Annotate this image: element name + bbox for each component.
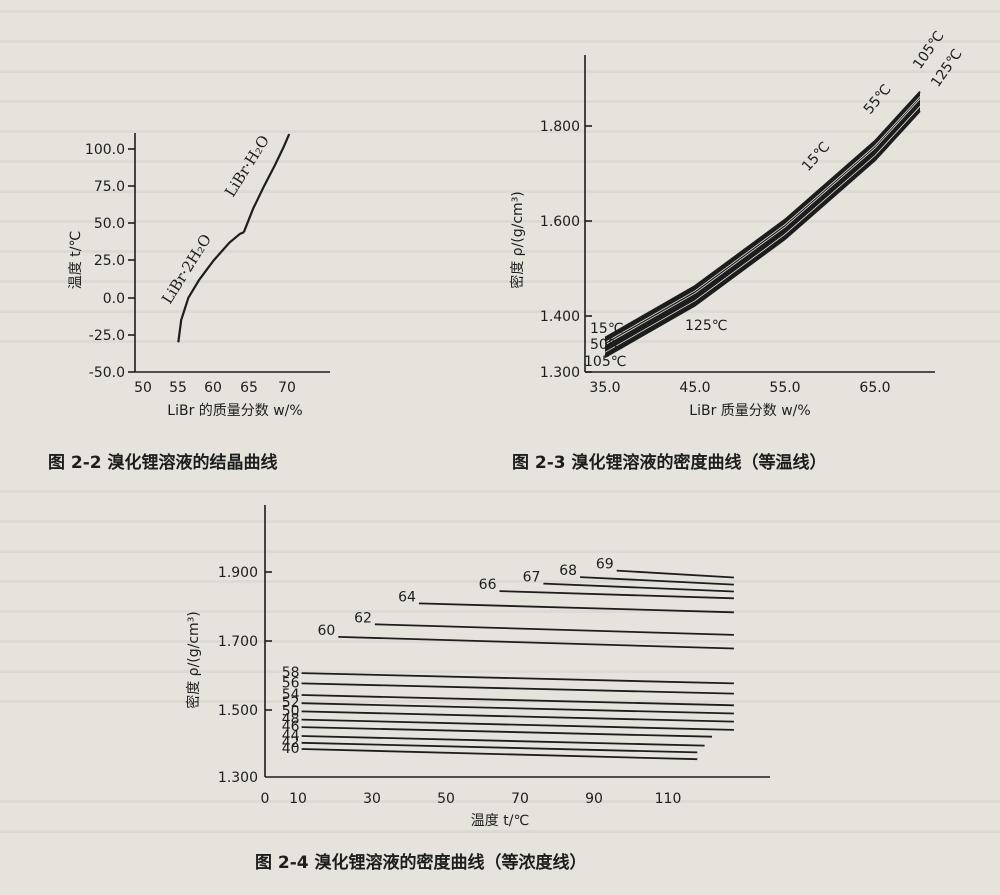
fig24-ytick-label: 1.300	[218, 770, 258, 786]
fig22-ytick-label: 75.0	[94, 179, 125, 195]
fig24-line-56	[301, 682, 734, 695]
fig24-line-label-62: 62	[354, 610, 372, 626]
fig23-ytick-label: 1.300	[540, 365, 580, 381]
fig23-ytick-label: 1.600	[540, 214, 580, 230]
fig24-line-69	[616, 569, 734, 579]
fig24-line-52	[301, 702, 734, 715]
fig23-xtick-label: 55.0	[769, 380, 800, 396]
fig24-line-label-68: 68	[559, 563, 577, 579]
fig24-line-label-50: 50	[282, 703, 300, 719]
fig24-line-67	[543, 582, 734, 593]
fig24-line-60	[338, 636, 734, 650]
fig23-ytick-label: 1.800	[540, 119, 580, 135]
fig22-ytick-label: 100.0	[85, 142, 125, 158]
fig23-x-axis-label: LiBr 质量分数 w/%	[689, 403, 810, 419]
fig23-isotherm-band	[605, 91, 920, 358]
fig23-label-105-left: 105℃	[584, 354, 626, 370]
fig24-line-label-42: 42	[282, 735, 300, 751]
fig23-isotherm-125	[604, 110, 921, 358]
fig23-xtick-label: 65.0	[859, 380, 890, 396]
fig24-line-64	[418, 602, 734, 614]
fig22-xtick-label: 60	[204, 380, 222, 396]
fig24-line-66	[499, 590, 734, 600]
fig23-xtick-label: 35.0	[589, 380, 620, 396]
figure-2-4: 1.900 1.700 1.500 1.300 0 10 30 50 70 90…	[185, 505, 770, 873]
fig23-label-15-right: 15℃	[799, 139, 833, 175]
fig24-line-label-67: 67	[523, 570, 541, 586]
fig22-y-axis-label: 温度 t/℃	[68, 231, 84, 289]
fig23-label-50-left: 50℃	[590, 337, 624, 353]
fig24-y-axis-label: 密度 ρ/(g/cm³)	[185, 611, 202, 709]
fig24-line-label-46: 46	[282, 719, 300, 735]
figure-2-3: 1.800 1.600 1.400 1.300 35.0 45.0 55.0 6…	[509, 28, 966, 473]
fig24-line-label-48: 48	[282, 712, 300, 728]
figure-2-2: 100.0 75.0 50.0 25.0 0.0 -25.0 -50.0 50 …	[48, 132, 330, 473]
fig22-ytick-label: 0.0	[103, 291, 125, 307]
fig22-xtick-label: 55	[169, 380, 187, 396]
fig23-ytick-label: 1.400	[540, 309, 580, 325]
fig23-label-15-left: 15℃	[590, 321, 624, 337]
fig23-isotherm-55	[604, 98, 921, 346]
fig23-isotherm-15	[604, 90, 921, 339]
fig24-line-label-56: 56	[282, 675, 300, 691]
fig24-line-58	[301, 672, 734, 685]
fig24-line-label-54: 54	[282, 687, 300, 703]
fig22-curve-libr-2h2o	[177, 231, 245, 343]
fig24-line-48	[301, 718, 734, 731]
fig24-line-62	[374, 623, 734, 636]
fig24-xtick-label: 10	[289, 791, 307, 807]
fig24-line-label-58: 58	[282, 665, 300, 681]
fig22-xtick-label: 70	[278, 380, 296, 396]
fig24-line-label-40: 40	[282, 741, 300, 757]
fig24-line-label-52: 52	[282, 695, 300, 711]
fig24-line-label-64: 64	[398, 589, 416, 605]
fig24-ytick-label: 1.500	[218, 703, 258, 719]
fig24-xtick-label: 0	[261, 791, 270, 807]
fig24-line-label-69: 69	[596, 557, 614, 573]
fig23-isotherm-105	[604, 106, 921, 353]
fig23-label-55-right: 55℃	[861, 82, 895, 118]
fig22-annotation-libr-h2o: LiBr·H₂O	[221, 132, 273, 200]
fig24-xtick-label: 50	[437, 791, 455, 807]
fig22-curve-libr-h2o	[242, 133, 291, 233]
fig23-y-axis-label: 密度 ρ/(g/cm³)	[509, 191, 526, 289]
fig23-xtick-label: 45.0	[679, 380, 710, 396]
fig24-ytick-label: 1.700	[218, 634, 258, 650]
fig24-xtick-label: 110	[655, 791, 682, 807]
fig24-caption: 图 2-4 溴化锂溶液的密度曲线（等浓度线）	[255, 852, 587, 873]
fig24-line-54	[301, 694, 734, 707]
fig24-x-axis-label: 温度 t/℃	[471, 813, 529, 829]
fig24-line-label-66: 66	[479, 577, 497, 593]
fig24-line-40	[301, 748, 698, 761]
fig23-caption: 图 2-3 溴化锂溶液的密度曲线（等温线）	[512, 452, 827, 473]
fig24-line-68	[580, 576, 734, 586]
fig24-line-label-60: 60	[317, 623, 335, 639]
fig24-line-42	[301, 741, 698, 754]
fig24-xtick-label: 30	[363, 791, 381, 807]
fig24-line-50	[301, 710, 734, 723]
fig22-ytick-label: -50.0	[89, 365, 125, 381]
fig23-isotherm-50	[604, 96, 921, 343]
fig22-caption: 图 2-2 溴化锂溶液的结晶曲线	[48, 452, 278, 473]
fig22-x-axis-label: LiBr 的质量分数 w/%	[167, 403, 302, 419]
fig24-xtick-label: 70	[511, 791, 529, 807]
fig24-line-44	[301, 735, 705, 747]
fig22-ytick-label: -25.0	[89, 328, 125, 344]
fig24-xtick-label: 90	[585, 791, 603, 807]
fig22-xtick-label: 65	[240, 380, 258, 396]
fig23-label-125-center: 125℃	[685, 318, 727, 334]
fig22-ytick-label: 50.0	[94, 216, 125, 232]
fig24-ytick-label: 1.900	[218, 565, 258, 581]
fig24-line-46	[301, 726, 713, 738]
fig22-ytick-label: 25.0	[94, 253, 125, 269]
fig22-xtick-label: 50	[134, 380, 152, 396]
fig24-line-label-44: 44	[282, 728, 300, 744]
